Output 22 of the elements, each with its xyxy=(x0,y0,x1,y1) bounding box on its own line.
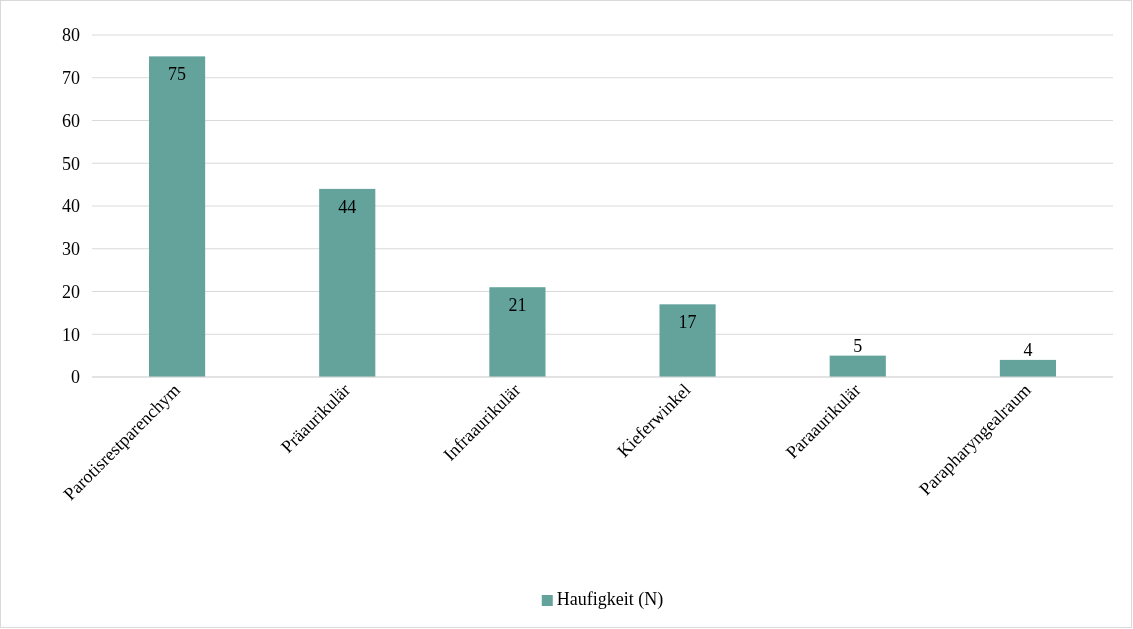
bar xyxy=(659,304,716,377)
bar xyxy=(999,359,1056,377)
data-label: 44 xyxy=(338,196,357,217)
data-label: 75 xyxy=(168,64,187,85)
y-tick-label: 50 xyxy=(62,153,80,174)
bar xyxy=(489,287,546,377)
bar xyxy=(149,56,206,377)
data-label: 5 xyxy=(853,335,863,356)
data-label: 4 xyxy=(1023,339,1033,360)
y-tick-label: 30 xyxy=(62,239,80,260)
legend-label: Haufigkeit (N) xyxy=(556,589,664,610)
y-tick-label: 20 xyxy=(62,281,80,302)
y-tick-label: 40 xyxy=(62,196,80,217)
y-tick-label: 70 xyxy=(62,68,80,89)
y-tick-label: 60 xyxy=(62,110,80,131)
data-label: 21 xyxy=(508,295,527,316)
y-tick-label: 0 xyxy=(71,367,80,388)
y-tick-label: 80 xyxy=(62,25,80,46)
y-tick-label: 10 xyxy=(62,324,80,345)
bar xyxy=(829,355,886,377)
data-label: 17 xyxy=(678,312,697,333)
bar xyxy=(319,188,376,377)
